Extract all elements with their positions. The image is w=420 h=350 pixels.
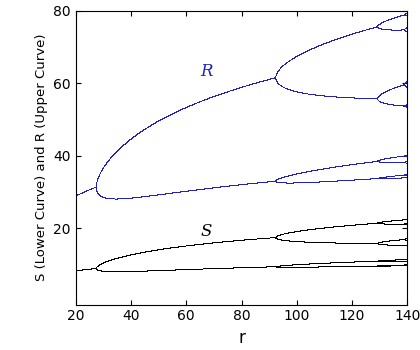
X-axis label: r: r [238,329,245,347]
Y-axis label: S (Lower Curve) and R (Upper Curve): S (Lower Curve) and R (Upper Curve) [34,34,47,281]
Text: S: S [200,223,211,239]
Text: R: R [200,63,213,80]
